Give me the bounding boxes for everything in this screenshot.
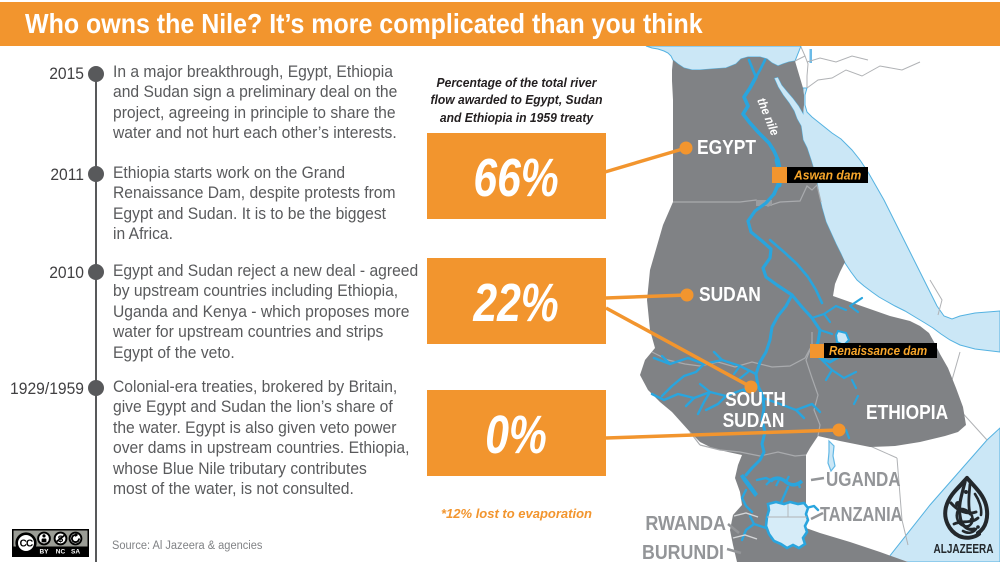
svg-text:Renaissance dam: Renaissance dam <box>829 344 927 358</box>
svg-text:BURUNDI: BURUNDI <box>642 542 724 562</box>
svg-text:CC: CC <box>20 539 33 550</box>
svg-text:TANZANIA: TANZANIA <box>820 502 902 525</box>
svg-text:UGANDA: UGANDA <box>826 468 901 491</box>
svg-text:NC: NC <box>56 549 66 556</box>
svg-text:RWANDA: RWANDA <box>645 513 726 535</box>
svg-text:Aswan dam: Aswan dam <box>793 168 861 182</box>
svg-text:SOUTH: SOUTH <box>725 388 786 410</box>
svg-text:SUDAN: SUDAN <box>699 283 761 305</box>
svg-text:EGYPT: EGYPT <box>697 136 756 158</box>
svg-text:ALJAZEERA: ALJAZEERA <box>934 543 994 556</box>
svg-text:BY: BY <box>39 549 49 556</box>
svg-text:SUDAN: SUDAN <box>723 409 785 431</box>
svg-text:ETHIOPIA: ETHIOPIA <box>866 401 949 423</box>
svg-text:SA: SA <box>71 549 80 556</box>
svg-text:$: $ <box>58 534 64 545</box>
